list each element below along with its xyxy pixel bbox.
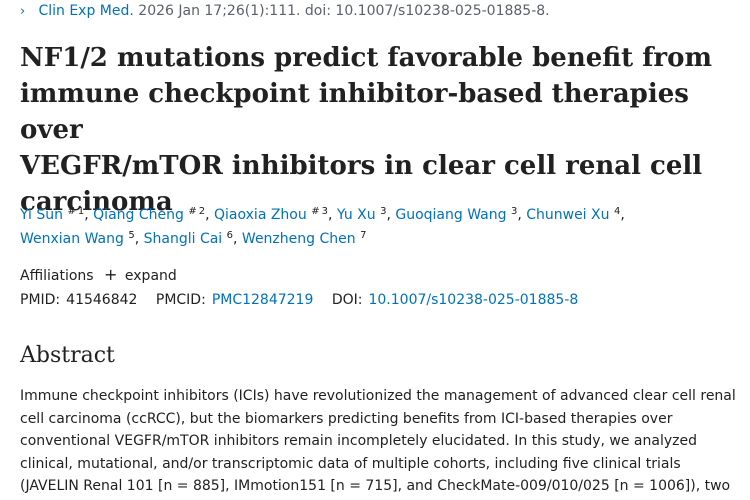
title-line: immune checkpoint inhibitor-based therap… xyxy=(20,79,689,145)
affiliation-number: 4 xyxy=(613,206,621,217)
pmid-value: 41546842 xyxy=(66,292,138,308)
abstract-heading: Abstract xyxy=(20,343,115,368)
journal-link[interactable]: Clin Exp Med. xyxy=(38,3,134,19)
plus-icon: + xyxy=(104,265,118,284)
affiliation-number: 3 xyxy=(321,206,328,217)
affiliation-number: 7 xyxy=(360,230,367,241)
affiliations-label: Affiliations xyxy=(20,268,94,284)
pmcid-label: PMCID: xyxy=(155,292,206,308)
expand-label: expand xyxy=(124,268,177,284)
journal-citation: › Clin Exp Med. 2026 Jan 17;26(1):111. d… xyxy=(20,3,550,19)
equal-contribution-mark: # xyxy=(67,206,76,217)
affiliation-number: 3 xyxy=(380,206,387,217)
doi-link[interactable]: 10.1007/s10238-025-01885-8 xyxy=(368,292,579,308)
affiliations-toggle[interactable]: Affiliations + expand xyxy=(20,265,177,284)
pmid-label: PMID: xyxy=(20,292,61,308)
abstract-line: cell carcinoma (ccRCC), but the biomarke… xyxy=(20,410,673,427)
author-link[interactable]: Wenxian Wang 5 xyxy=(20,230,135,248)
author-link[interactable]: Yi Sun #1 xyxy=(20,206,85,224)
title-line: carcinoma xyxy=(20,187,173,217)
article-title: NF1/2 mutations predict favorable benefi… xyxy=(20,40,740,220)
author-link[interactable]: Qiang Cheng #2 xyxy=(93,206,206,224)
author-list: Yi Sun #1, Qiang Cheng #2, Qiaoxia Zhou … xyxy=(20,206,625,248)
author-link[interactable]: Yu Xu 3 xyxy=(336,206,387,224)
equal-contribution-mark: # xyxy=(188,206,197,217)
author-link[interactable]: Shangli Cai 6 xyxy=(143,230,234,248)
abstract-line: clinical, mutational, and/or transcripto… xyxy=(20,455,681,472)
citation-details: 2026 Jan 17;26(1):111. doi: 10.1007/s102… xyxy=(138,3,550,19)
affiliation-number: 5 xyxy=(128,230,135,241)
abstract-line: Immune checkpoint inhibitors (ICIs) have… xyxy=(20,388,736,404)
pmcid-link[interactable]: PMC12847219 xyxy=(211,292,314,308)
affiliation-number: 6 xyxy=(226,230,234,241)
doi-label: DOI: xyxy=(331,292,363,308)
author-link[interactable]: Wenzheng Chen 7 xyxy=(241,230,367,248)
article-identifiers: PMID: 41546842 PMCID: PMC12847219 DOI: 10.1… xyxy=(20,292,578,308)
affiliation-number: 2 xyxy=(198,206,206,217)
affiliation-number: 1 xyxy=(77,206,85,217)
abstract-line: conventional VEGFR/mTOR inhibitors remai… xyxy=(20,433,697,450)
abstract-text: Immune checkpoint inhibitors (ICIs) have… xyxy=(20,385,740,498)
affiliation-number: 3 xyxy=(510,206,518,217)
equal-contribution-mark: # xyxy=(311,206,320,217)
abstract-line: (JAVELIN Renal 101 [n = 885], IMmotion15… xyxy=(20,478,731,495)
title-line: NF1/2 mutations predict favorable benefi… xyxy=(20,43,712,73)
author-link[interactable]: Chunwei Xu 4 xyxy=(526,206,621,224)
chevron-right-icon: › xyxy=(20,4,26,19)
author-link[interactable]: Qiaoxia Zhou #3 xyxy=(214,206,328,224)
title-line: VEGFR/mTOR inhibitors in clear cell rena… xyxy=(20,151,703,181)
author-link[interactable]: Guoqiang Wang 3 xyxy=(395,206,518,224)
